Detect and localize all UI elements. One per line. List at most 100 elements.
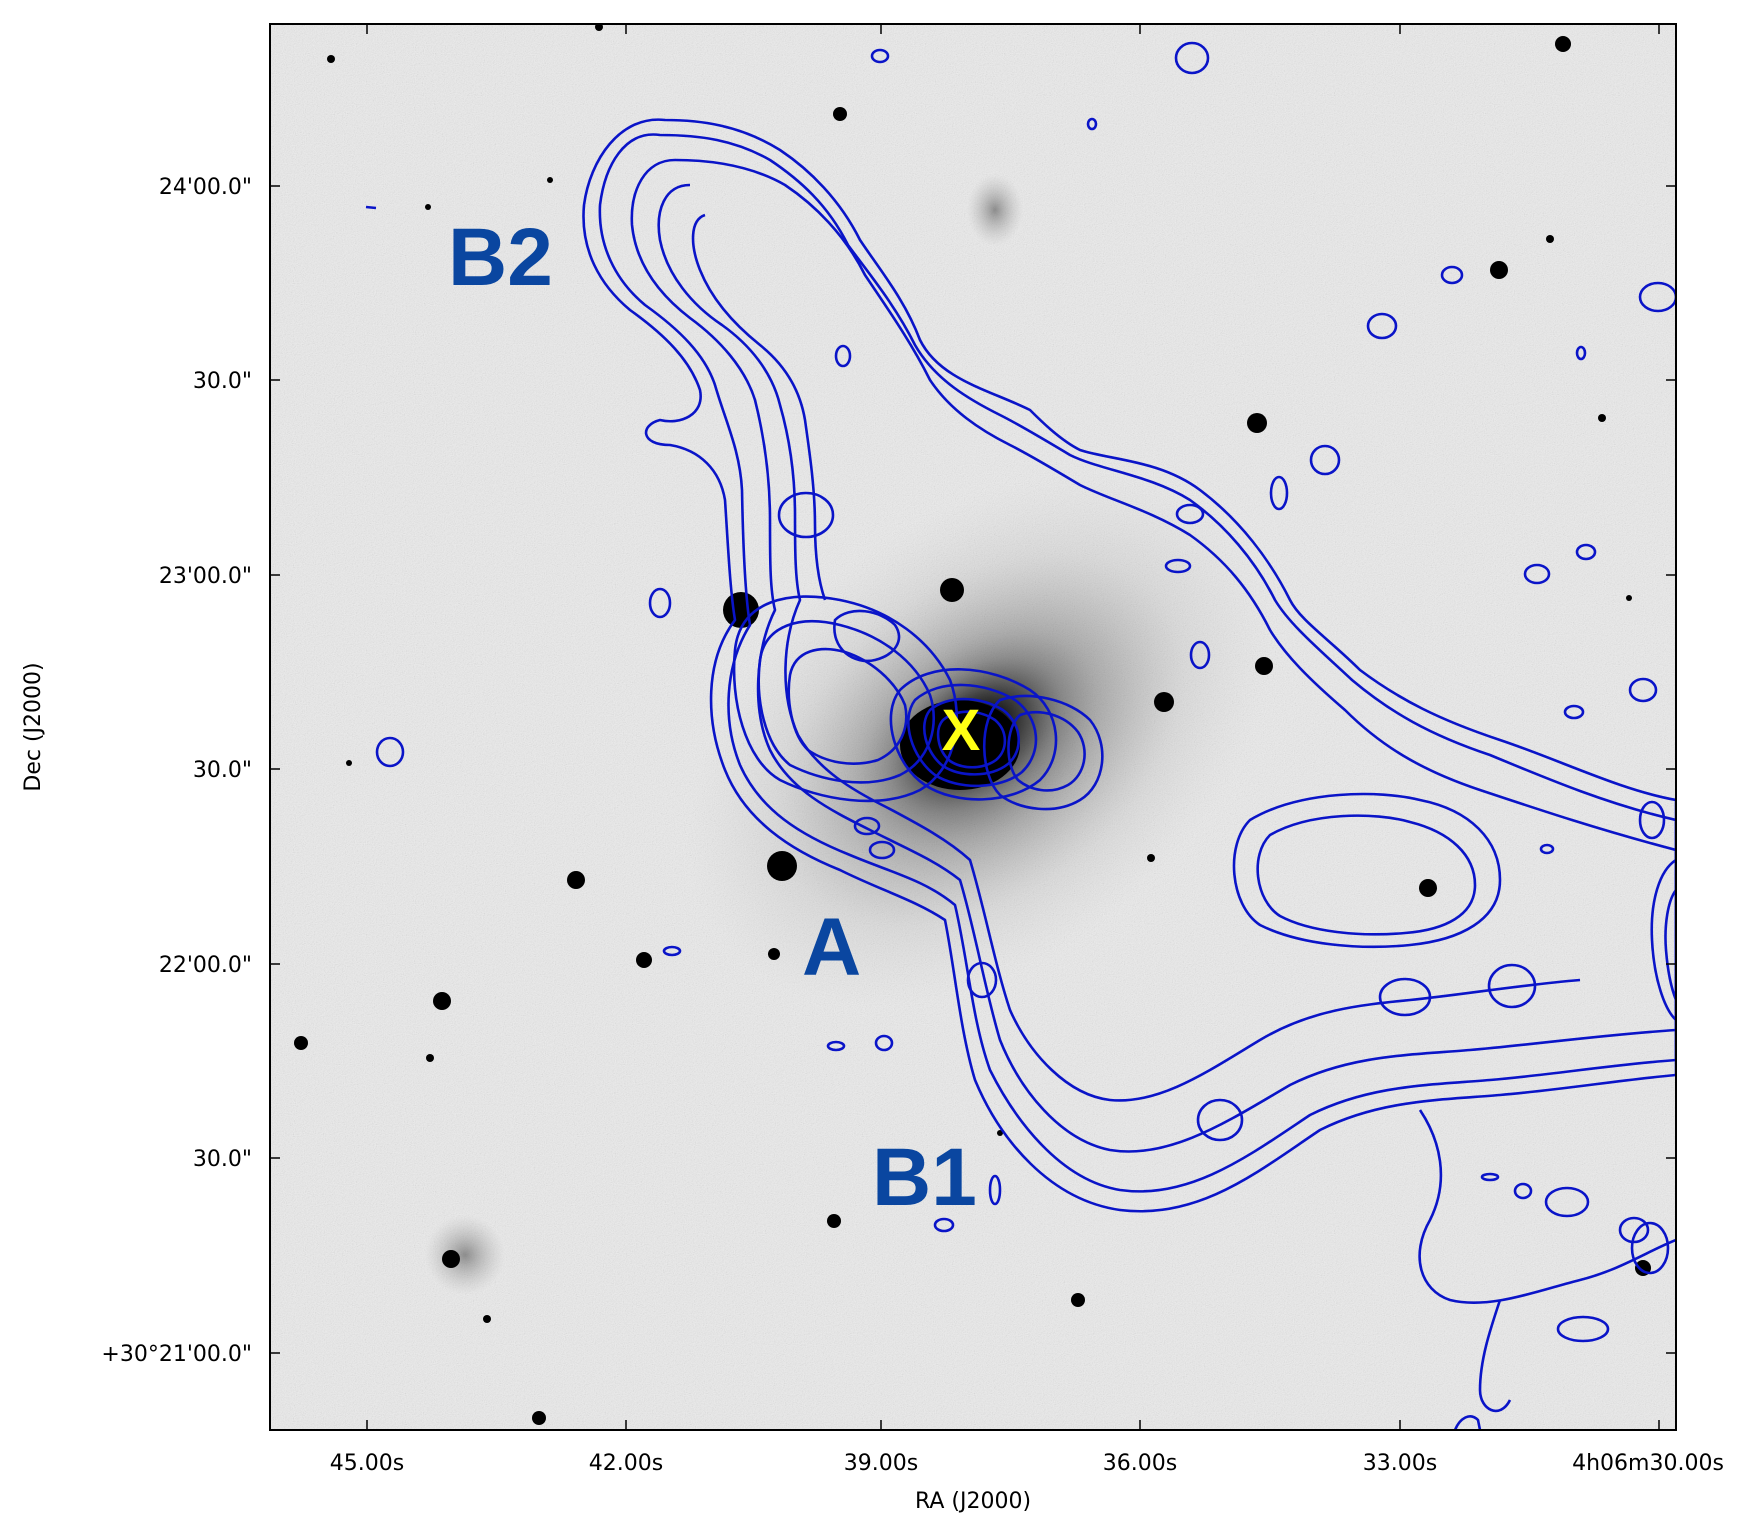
contour-island <box>868 840 896 860</box>
contour-island <box>1575 345 1587 361</box>
star <box>1490 261 1508 279</box>
contour-island <box>1164 558 1192 574</box>
contour-island <box>1523 563 1551 585</box>
star <box>294 1036 308 1050</box>
y-tick-label: 30.0" <box>193 758 252 783</box>
contour-south-tail-2 <box>1478 1299 1512 1413</box>
contour-island <box>874 1034 894 1052</box>
star <box>1626 595 1632 601</box>
x-tick-label: 39.00s <box>844 1451 918 1476</box>
star <box>1147 854 1155 862</box>
contour-island <box>1630 1221 1670 1275</box>
star <box>723 592 759 628</box>
region-label-a: A <box>802 902 861 993</box>
contour-island <box>853 816 881 836</box>
region-label-b1: B1 <box>872 1132 977 1223</box>
contour-lobe-east-4 <box>833 609 901 663</box>
star <box>1255 657 1273 675</box>
contour-bottom-edge <box>1453 1415 1482 1430</box>
contour-lobe-west <box>983 694 1104 811</box>
star <box>827 1214 841 1228</box>
radio-contours <box>365 41 1676 1430</box>
star <box>940 578 964 602</box>
star <box>547 177 553 183</box>
y-tick-label: 30.0" <box>193 369 252 394</box>
contour-island <box>1575 543 1597 561</box>
star <box>327 55 335 63</box>
contour-4 <box>657 183 1581 1102</box>
optical-image <box>270 24 1676 1430</box>
contour-island <box>1366 312 1398 340</box>
contour-island <box>1189 640 1211 670</box>
contour-island <box>375 736 405 768</box>
contour-island <box>1556 1315 1610 1343</box>
contour-island <box>988 1174 1002 1206</box>
contour-west-edge-2 <box>1664 889 1676 1001</box>
contour-island <box>662 945 682 957</box>
contour-island <box>1539 843 1555 855</box>
contour-island <box>1628 677 1658 703</box>
contour-core-3 <box>922 697 1021 776</box>
contour-lobe-east-2 <box>757 620 936 784</box>
contour-island <box>777 491 835 539</box>
y-axis-title: Dec (J2000) <box>21 662 46 791</box>
star <box>833 107 847 121</box>
contour-west-edge <box>1650 858 1676 1021</box>
contour-lobe-east <box>732 595 958 803</box>
y-tick-label: 22'00.0" <box>159 953 252 978</box>
y-tick-label: 24'00.0" <box>159 175 252 200</box>
x-tick-label: 42.00s <box>589 1451 663 1476</box>
contour-island <box>870 48 890 64</box>
star <box>1247 413 1267 433</box>
contour-island <box>1638 281 1676 313</box>
contour-island <box>1563 704 1585 720</box>
host-galaxy <box>425 174 1274 1295</box>
star <box>595 24 603 31</box>
star <box>636 952 652 968</box>
contour-island <box>1440 265 1464 285</box>
star <box>442 1250 460 1268</box>
x-tick-label: 33.00s <box>1363 1451 1437 1476</box>
star <box>1154 692 1174 712</box>
y-tick-labels: 24'00.0" 30.0" 23'00.0" 30.0" 22'00.0" 3… <box>101 175 252 1367</box>
star <box>483 1315 491 1323</box>
star <box>997 1130 1003 1136</box>
contour-2 <box>598 133 1676 1193</box>
contour-left-tick <box>365 205 377 210</box>
star <box>1546 235 1554 243</box>
contour-island <box>826 1040 846 1052</box>
contour-island <box>1175 503 1205 525</box>
x-tick-labels: 45.00s 42.00s 39.00s 36.00s 33.00s 4h06m… <box>330 1451 1724 1476</box>
contour-south-tail <box>1418 1109 1676 1304</box>
star <box>433 992 451 1010</box>
contour-island <box>966 961 998 999</box>
plot-frame <box>269 23 1677 1431</box>
contour-lobe-east-3 <box>787 647 908 765</box>
contour-core-2 <box>907 683 1038 788</box>
contour-core-1 <box>889 668 1058 801</box>
region-label-b2: B2 <box>448 212 553 303</box>
y-tick-label: 30.0" <box>193 1147 252 1172</box>
contour-island <box>1544 1186 1590 1218</box>
star <box>1419 879 1437 897</box>
star <box>1071 1293 1085 1307</box>
contour-island <box>1086 117 1098 131</box>
x-tick-label: 4h06m30.00s <box>1572 1451 1724 1476</box>
star <box>532 1411 546 1425</box>
star <box>426 1054 434 1062</box>
contour-island <box>1196 1098 1244 1142</box>
contour-5 <box>691 213 827 601</box>
contour-3 <box>630 158 1676 1153</box>
contour-island <box>1269 475 1289 511</box>
star <box>346 760 352 766</box>
contour-island <box>1487 963 1537 1009</box>
star <box>768 948 780 960</box>
tick-marks <box>270 24 1676 1430</box>
x-tick-label: 45.00s <box>330 1451 404 1476</box>
contour-island <box>1513 1182 1533 1200</box>
contour-island <box>1378 977 1432 1017</box>
contour-island <box>1480 1172 1500 1182</box>
star <box>1555 36 1571 52</box>
contour-core-4 <box>936 710 1007 769</box>
